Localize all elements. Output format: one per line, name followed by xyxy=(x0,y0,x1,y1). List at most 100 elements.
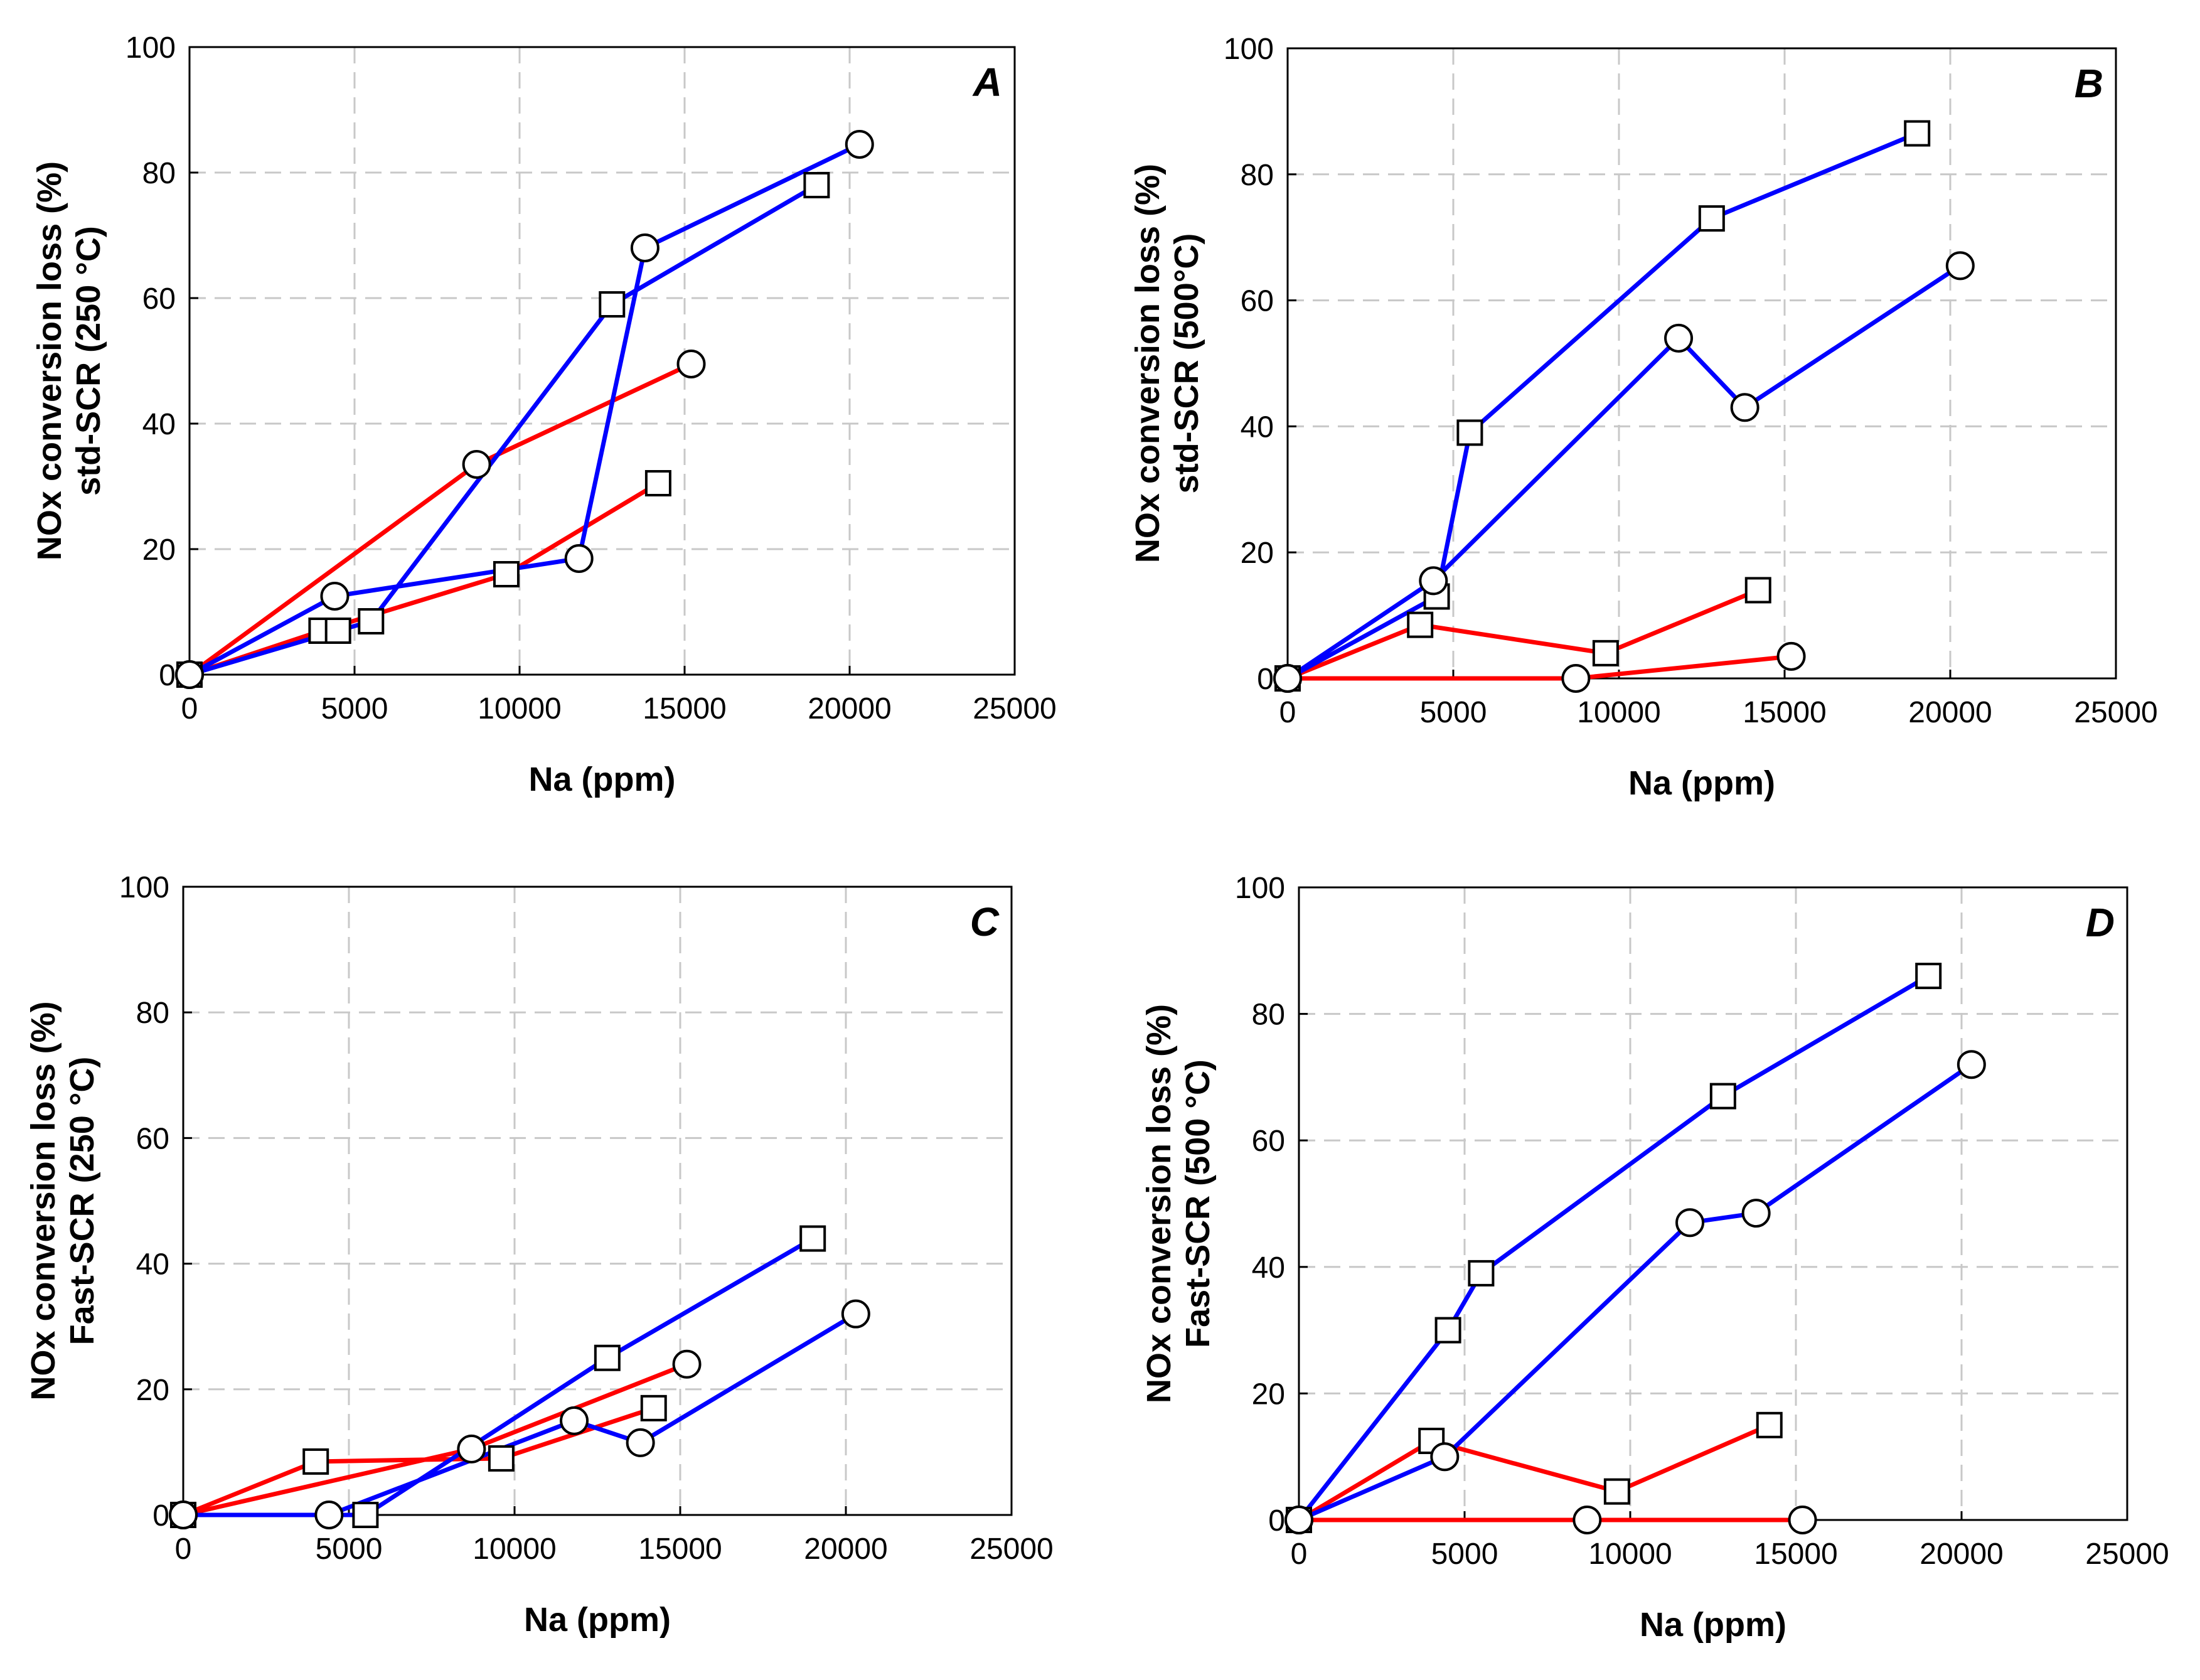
x-tick-label: 15000 xyxy=(643,692,726,725)
y-axis-label-line-2: std-SCR (250 °C) xyxy=(70,226,107,496)
data-point-square xyxy=(1698,205,1725,232)
y-tick-label: 60 xyxy=(1241,285,1274,318)
y-axis-label-line-1: NOx conversion loss (%) xyxy=(1140,1004,1178,1403)
y-tick-label: 100 xyxy=(1224,33,1274,66)
data-point-circle xyxy=(1788,1506,1817,1534)
x-axis-label: Na (ppm) xyxy=(1628,764,1775,802)
y-tick-label: 80 xyxy=(136,997,169,1030)
y-tick-label: 0 xyxy=(152,1499,169,1533)
chart-panel-c: 0 5000 10000 15000 20000 25000 0 20 40 60 80 100 Na … xyxy=(24,871,1054,1639)
x-tick-label: 20000 xyxy=(808,692,891,725)
data-point-square xyxy=(352,1502,379,1528)
y-tick-label: 0 xyxy=(159,659,176,692)
y-tick-label: 40 xyxy=(136,1248,169,1281)
y-axis-label-line-1: NOx conversion loss (%) xyxy=(1129,164,1167,563)
data-point-square xyxy=(599,291,626,318)
data-point-square xyxy=(644,470,671,496)
y-tick-label: 20 xyxy=(142,533,176,567)
y-axis-label-line-2: Fast-SCR (250 °C) xyxy=(63,1057,101,1346)
x-tick-label: 0 xyxy=(175,1533,192,1566)
y-tick-label: 0 xyxy=(1268,1504,1285,1538)
series-line-red-square xyxy=(188,481,659,677)
data-point-square xyxy=(1468,1260,1495,1287)
data-point-square xyxy=(1434,1317,1461,1344)
y-tick-label: 40 xyxy=(1241,410,1274,444)
x-tick-label: 15000 xyxy=(638,1533,722,1566)
data-point-circle xyxy=(841,1299,870,1329)
data-point-circle xyxy=(1573,1506,1602,1534)
y-tick-label: 80 xyxy=(1252,998,1285,1032)
plot-frame xyxy=(188,46,1016,676)
data-point-square xyxy=(488,1445,515,1472)
panel-letter: B xyxy=(2075,61,2103,106)
panel-letter: C xyxy=(970,899,1000,944)
data-point-square xyxy=(1915,963,1942,990)
y-tick-label: 80 xyxy=(142,157,176,190)
data-point-square xyxy=(358,608,385,634)
data-point-circle xyxy=(320,582,350,611)
gridlines xyxy=(1288,48,2116,678)
chart-panel-d: 0 5000 10000 15000 20000 25000 0 20 40 60 80 100 Na … xyxy=(1140,872,2169,1644)
gridlines xyxy=(1299,887,2127,1520)
x-tick-label: 25000 xyxy=(973,692,1056,725)
data-point-circle xyxy=(1730,393,1759,422)
data-point-circle xyxy=(560,1406,589,1435)
data-point-circle xyxy=(1945,251,1975,281)
data-point-square xyxy=(1456,419,1483,446)
y-axis-label-line-1: NOx conversion loss (%) xyxy=(31,161,68,560)
x-tick-label: 15000 xyxy=(1743,696,1826,729)
x-tick-label: 10000 xyxy=(1577,696,1660,729)
y-axis-label-line-2: std-SCR (500°C) xyxy=(1168,233,1205,494)
y-tick-label: 40 xyxy=(1252,1251,1285,1285)
y-tick-label: 100 xyxy=(119,871,169,904)
data-point-circle xyxy=(672,1349,702,1379)
data-point-square xyxy=(302,1448,329,1475)
data-point-circle xyxy=(175,660,204,689)
y-tick-label: 60 xyxy=(1252,1125,1285,1158)
data-point-square xyxy=(594,1344,621,1371)
data-point-circle xyxy=(1675,1208,1705,1238)
y-tick-label: 40 xyxy=(142,408,176,441)
data-point-square xyxy=(1603,1478,1630,1505)
x-tick-label: 10000 xyxy=(473,1533,556,1566)
x-tick-label: 20000 xyxy=(1908,696,1992,729)
data-point-square xyxy=(640,1394,667,1421)
x-tick-label: 10000 xyxy=(478,692,561,725)
y-tick-label: 20 xyxy=(1252,1378,1285,1411)
panel-letter: D xyxy=(2086,900,2115,945)
chart-panel-a: 0 5000 10000 15000 20000 25000 0 20 40 60 80 100 Na … xyxy=(31,31,1057,798)
y-axis-label-line-2: Fast-SCR (500 °C) xyxy=(1179,1059,1217,1348)
data-point-circle xyxy=(1776,641,1806,671)
data-point-circle xyxy=(1430,1442,1460,1472)
series-line-red-square xyxy=(1298,1423,1771,1522)
x-tick-label: 0 xyxy=(181,692,198,725)
data-point-circle xyxy=(314,1501,344,1529)
data-point-circle xyxy=(564,544,594,573)
y-tick-label: 100 xyxy=(125,31,176,65)
data-point-square xyxy=(1744,577,1771,604)
gridlines xyxy=(183,887,1012,1515)
y-tick-label: 0 xyxy=(1257,663,1274,696)
x-axis-label: Na (ppm) xyxy=(529,761,676,798)
data-point-circle xyxy=(1284,1506,1313,1534)
data-point-circle xyxy=(169,1501,198,1529)
plot-frame xyxy=(1286,47,2117,680)
x-tick-label: 20000 xyxy=(804,1533,887,1566)
y-tick-label: 80 xyxy=(1241,159,1274,192)
x-tick-label: 5000 xyxy=(1420,696,1487,729)
data-point-circle xyxy=(1561,664,1591,693)
series-line-red-square xyxy=(1286,588,1759,681)
data-point-circle xyxy=(630,233,659,262)
x-tick-label: 0 xyxy=(1291,1538,1308,1571)
x-tick-label: 15000 xyxy=(1754,1538,1837,1571)
plot-frame xyxy=(182,885,1013,1516)
data-point-square xyxy=(799,1225,826,1252)
x-axis-label: Na (ppm) xyxy=(524,1601,671,1639)
data-point-square xyxy=(1407,611,1434,638)
y-tick-label: 20 xyxy=(1241,537,1274,570)
data-point-square xyxy=(493,561,520,587)
data-point-square xyxy=(1709,1083,1736,1110)
y-tick-label: 100 xyxy=(1235,872,1285,905)
data-point-circle xyxy=(1273,664,1302,693)
data-point-circle xyxy=(1664,323,1694,353)
